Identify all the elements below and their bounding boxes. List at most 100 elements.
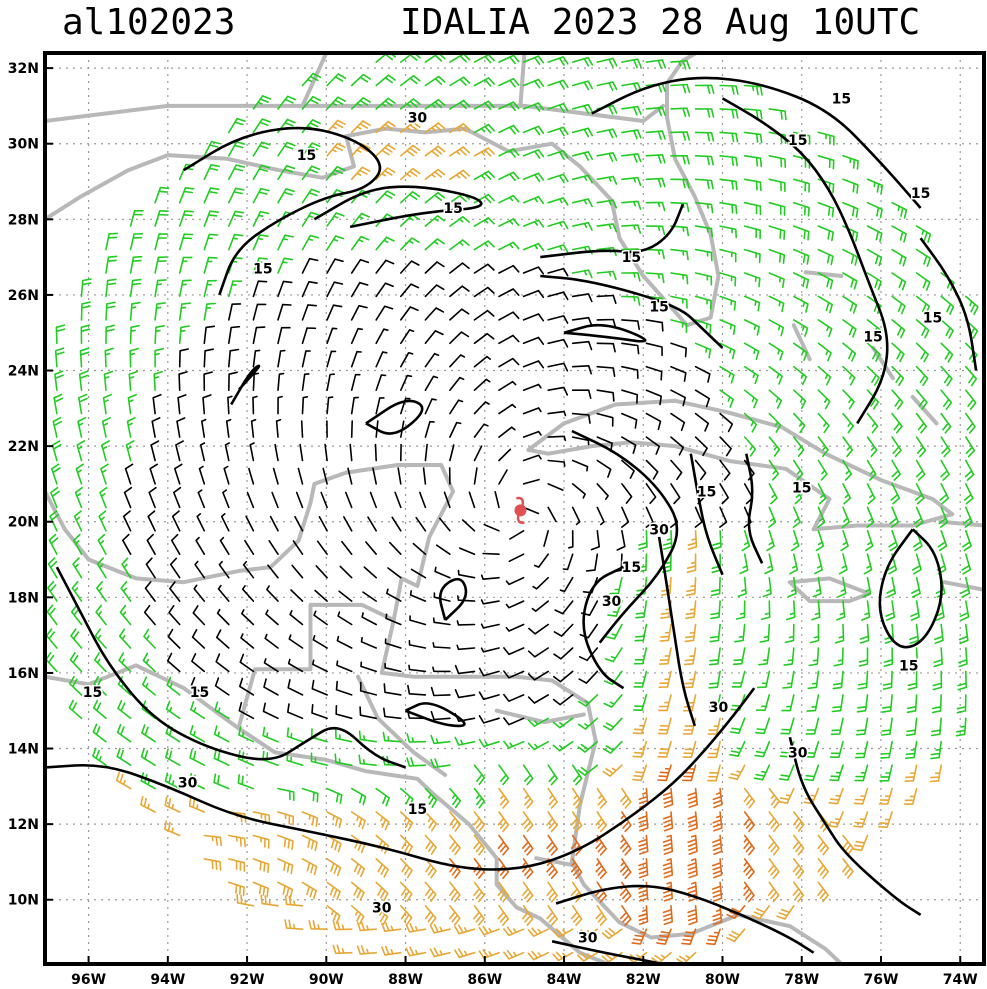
wind-barb — [194, 560, 206, 579]
wind-barb — [68, 699, 83, 720]
wind-barb — [807, 670, 820, 690]
wind-barb — [719, 131, 739, 143]
wind-barb — [958, 623, 969, 645]
wind-barb — [834, 623, 845, 644]
wind-barb — [424, 122, 446, 134]
wind-barb — [711, 881, 723, 902]
wind-barb — [596, 459, 612, 478]
wind-barb — [252, 834, 270, 849]
wind-barb — [596, 152, 618, 162]
wind-barb — [228, 303, 242, 321]
wind-barb — [409, 590, 427, 602]
wind-barb — [547, 435, 567, 442]
wind-barb — [103, 370, 114, 391]
wind-barb — [498, 54, 520, 65]
wind-barb — [449, 376, 465, 391]
wind-barb — [166, 652, 181, 673]
wind-barb — [571, 151, 593, 161]
wind-barb — [498, 77, 520, 88]
wind-barb — [80, 324, 91, 345]
wind-barb — [400, 144, 421, 157]
wind-barb — [910, 600, 920, 621]
wind-barb — [189, 725, 206, 743]
wind-barb — [553, 623, 574, 637]
wind-barb — [449, 169, 471, 181]
wind-barb — [125, 440, 135, 462]
wind-barb — [301, 234, 320, 251]
wind-barb — [929, 764, 942, 783]
wind-barb — [449, 331, 470, 345]
wind-barb — [222, 489, 230, 509]
wind-barb — [449, 262, 470, 274]
wind-barb — [547, 787, 558, 809]
wind-barb — [817, 295, 833, 314]
wind-barb — [571, 127, 593, 138]
wind-barb — [571, 221, 593, 231]
wind-barb — [239, 653, 255, 673]
wind-barb — [45, 628, 58, 649]
wind-barb — [571, 787, 583, 809]
wind-barb — [473, 467, 478, 485]
wind-barb — [375, 74, 396, 87]
wind-barb — [480, 647, 500, 653]
wind-barb — [783, 647, 795, 666]
wind-barb — [861, 600, 871, 621]
wind-barb — [350, 304, 368, 321]
wind-barb — [768, 178, 786, 192]
wind-barb — [430, 686, 451, 697]
wind-barb — [400, 121, 421, 134]
wind-barb — [712, 834, 723, 855]
wind-barb — [638, 530, 648, 550]
wind-barb — [198, 465, 206, 485]
wind-barb — [571, 316, 593, 327]
wind-barb — [105, 278, 117, 298]
wind-barb — [287, 703, 304, 720]
wind-barb — [933, 647, 943, 668]
wind-barb — [386, 588, 402, 602]
wind-barb — [326, 327, 338, 345]
y-tick-label: 10N — [8, 893, 39, 909]
wind-barb — [503, 949, 525, 960]
wind-barb — [400, 191, 421, 204]
wind-barb — [76, 440, 86, 462]
wind-barb — [570, 905, 583, 926]
wind-barb — [743, 178, 762, 192]
wind-barb — [191, 653, 206, 673]
wind-barb — [225, 418, 232, 438]
wind-barb — [505, 600, 525, 609]
wind-barb — [940, 319, 954, 339]
wind-barb — [129, 209, 144, 227]
wind-barb — [129, 324, 140, 345]
wind-barb — [69, 675, 83, 696]
wind-barb — [792, 858, 805, 879]
wind-barb — [312, 659, 328, 673]
wind-barb — [326, 96, 346, 110]
wind-barb — [98, 510, 107, 532]
wind-barb — [228, 325, 241, 345]
wind-barb — [914, 483, 925, 505]
wind-barb — [505, 576, 525, 586]
wind-barb — [473, 147, 495, 157]
wind-barb — [694, 365, 711, 383]
wind-barb — [400, 306, 419, 321]
wind-barb — [751, 905, 771, 920]
wind-barb — [705, 928, 721, 946]
wind-barb — [252, 372, 260, 391]
coastline — [526, 398, 955, 532]
wind-barb — [482, 552, 500, 555]
wind-barb — [632, 764, 648, 782]
isotach-label: 30 — [178, 776, 198, 792]
wind-barb — [105, 255, 118, 274]
wind-barb — [146, 533, 156, 555]
wind-barb — [101, 440, 110, 462]
wind-barb — [709, 623, 721, 643]
wind-barb — [662, 858, 674, 879]
wind-barb — [397, 467, 402, 485]
wind-barb — [645, 225, 666, 236]
wind-barb — [638, 881, 649, 902]
wind-barb — [473, 834, 485, 856]
wind-barb — [246, 491, 255, 509]
wind-barb — [806, 694, 820, 712]
wind-barb — [527, 717, 549, 727]
wind-barb — [375, 305, 394, 321]
